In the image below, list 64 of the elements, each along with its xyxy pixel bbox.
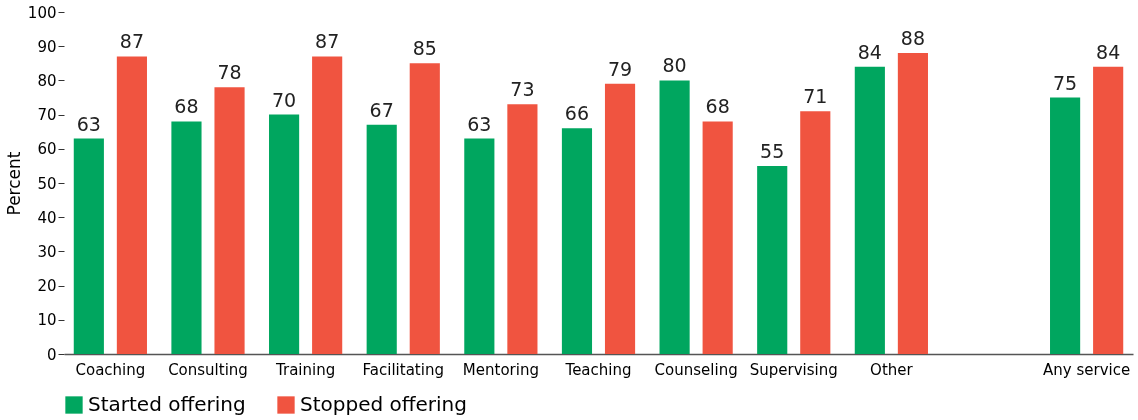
y-axis-title: Percent [3,151,24,216]
bar [366,124,397,354]
x-tick-label: Facilitating [362,360,444,379]
y-tick-label: 10 [37,311,57,330]
data-label: 80 [662,54,687,77]
data-label: 68 [705,95,730,118]
y-tick-label: 70 [37,106,57,125]
x-tick-label: Other [870,360,914,379]
data-label: 66 [564,102,590,125]
y-tick-label: 90 [37,37,57,56]
x-tick-label: Any service [1043,360,1131,379]
y-tick-label: 80 [37,71,57,90]
x-tick-label: Supervising [749,360,838,379]
data-label: 87 [119,30,144,53]
data-label: 88 [900,27,926,50]
bar [1093,66,1124,354]
bar [659,80,690,354]
x-tick-label: Training [275,360,336,379]
x-tick-label: Teaching [564,360,632,379]
data-label: 87 [315,30,340,53]
y-tick-label: 20 [37,277,57,296]
data-label: 75 [1053,71,1078,94]
data-label: 63 [467,112,492,135]
data-label: 84 [1096,40,1121,63]
bar [1050,97,1081,354]
bar [214,87,245,354]
bar [854,66,885,354]
bar [171,121,202,354]
data-label: 79 [607,57,633,80]
bar [604,83,636,354]
bar [561,128,593,354]
data-label: 78 [217,61,242,84]
bar [800,111,831,354]
y-tick-label: 40 [37,208,57,227]
data-label: 68 [174,95,199,118]
y-tick-label: 100 [27,3,57,22]
data-label: 73 [510,78,535,101]
x-tick-label: Counseling [654,360,738,379]
bar [73,138,104,354]
legend-label: Started offering [88,392,246,416]
data-label: 71 [803,85,828,108]
bar [116,56,147,354]
bar [409,63,440,354]
data-label: 67 [369,98,394,121]
x-tick-label: Mentoring [462,360,539,379]
y-tick-label: 0 [46,345,57,364]
legend-label: Stopped offering [300,392,467,416]
data-label: 85 [412,37,437,60]
y-tick-label: 30 [37,242,57,261]
bar [269,114,300,354]
bar [702,121,733,354]
y-tick-label: 60 [37,140,57,159]
data-label: 55 [760,139,785,162]
data-label: 70 [271,88,297,111]
bar [507,104,538,354]
data-label: 84 [857,40,882,63]
bar [757,165,788,354]
bar [897,53,928,354]
y-tick-label: 50 [37,174,57,193]
x-tick-label: Consulting [168,360,248,379]
bar [312,56,343,354]
x-tick-label: Coaching [75,360,146,379]
bar [464,138,495,354]
data-label: 63 [76,112,101,135]
